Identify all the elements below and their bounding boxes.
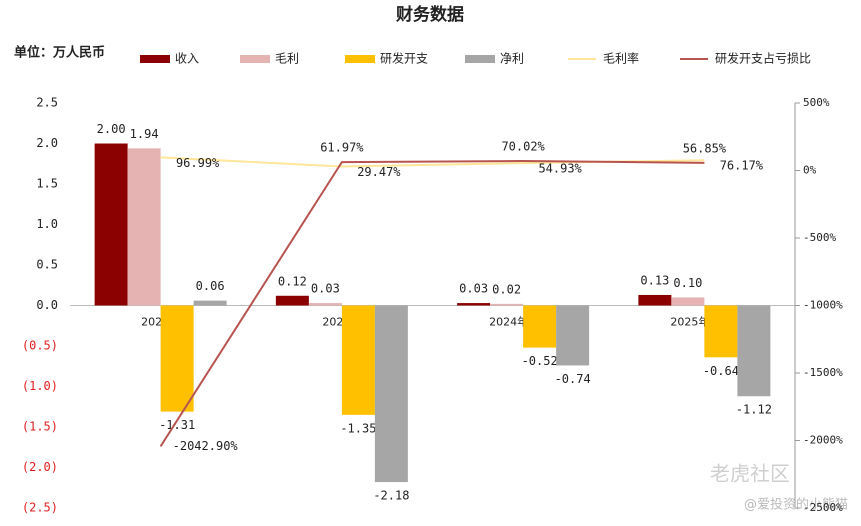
data-label: 0.13 (640, 273, 669, 287)
legend-label: 研发开支 (380, 51, 428, 66)
data-label: -2.18 (373, 489, 409, 503)
legend-label: 收入 (175, 52, 199, 66)
legend-label: 研发开支占亏损比 (715, 51, 811, 66)
data-label: 29.47% (357, 165, 401, 179)
data-label: 54.93% (538, 162, 582, 176)
data-label: 0.03 (311, 282, 340, 296)
y-tick-label: 1.0 (36, 217, 58, 231)
y-tick-label: (1.5) (22, 420, 58, 434)
y2-tick-label: -2000% (803, 434, 843, 447)
bar (457, 303, 491, 306)
data-label: 70.02% (501, 140, 545, 154)
data-label: 0.03 (459, 282, 488, 296)
data-label: -0.74 (555, 372, 591, 386)
legend-label: 毛利 (275, 52, 299, 66)
data-label: 96.99% (176, 156, 220, 170)
y2-tick-label: 500% (803, 96, 830, 109)
bar (308, 303, 342, 306)
bar (374, 305, 408, 483)
y-tick-label: (2.0) (22, 460, 58, 474)
data-label: -1.12 (736, 403, 772, 417)
data-label: -2042.90% (173, 439, 239, 453)
data-label: 0.02 (492, 282, 521, 296)
line (159, 160, 705, 447)
unit-label: 单位：万人民币 (14, 45, 105, 61)
data-label: 56.85% (683, 141, 727, 155)
watermark: @爱投资的小熊猫 (744, 497, 848, 513)
chart-title: 财务数据 (395, 4, 464, 25)
bar (523, 305, 557, 348)
y2-tick-label: 0% (803, 164, 817, 177)
y-tick-label: 2.5 (36, 96, 58, 110)
bar (341, 305, 375, 415)
data-label: -1.31 (159, 418, 195, 432)
legend-swatch (240, 55, 270, 63)
y2-tick-label: -2500% (803, 501, 843, 514)
data-label: -0.64 (703, 364, 739, 378)
legend-label: 净利 (500, 52, 524, 66)
y2-tick-label: -1000% (803, 299, 843, 312)
bar (638, 294, 672, 306)
data-label: 61.97% (320, 141, 364, 155)
legend-swatch (140, 55, 170, 63)
y-tick-label: (1.0) (22, 379, 58, 393)
bar (275, 295, 309, 306)
bar (160, 305, 194, 412)
y-tick-label: 0.5 (36, 258, 58, 272)
bar (704, 305, 738, 358)
data-label: 0.12 (278, 274, 307, 288)
bar (490, 303, 524, 306)
legend-swatch (345, 55, 375, 63)
bar (94, 143, 128, 306)
y2-tick-label: -500% (803, 231, 836, 244)
data-label: 76.17% (720, 159, 764, 173)
data-label: 2.00 (97, 122, 126, 136)
y-tick-label: (2.5) (22, 501, 58, 515)
data-label: 1.94 (130, 127, 159, 141)
y2-tick-label: -1500% (803, 366, 843, 379)
bar (127, 148, 161, 306)
bar (737, 305, 771, 397)
legend-label: 毛利率 (603, 51, 639, 66)
data-label: 0.10 (673, 276, 702, 290)
y-tick-label: 2.0 (36, 136, 58, 150)
bar (193, 300, 227, 306)
bar (671, 297, 705, 306)
y-tick-label: (0.5) (22, 339, 58, 353)
bar (556, 305, 590, 366)
watermark: 老虎社区 (710, 462, 790, 486)
y-tick-label: 1.5 (36, 177, 58, 191)
y-tick-label: 0.0 (36, 298, 58, 312)
data-label: 0.06 (196, 279, 225, 293)
legend-swatch (465, 55, 495, 63)
data-label: -1.35 (340, 421, 376, 435)
data-label: -0.52 (522, 354, 558, 368)
